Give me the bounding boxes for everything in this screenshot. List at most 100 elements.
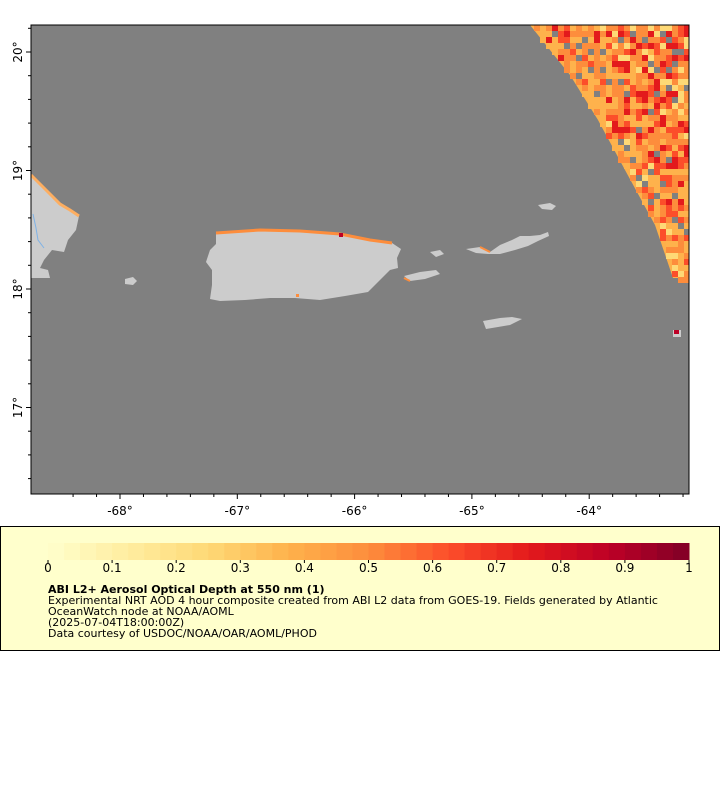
colorbar-cell [176, 543, 193, 560]
aod-pixel [618, 145, 624, 151]
aod-pixel [636, 187, 642, 193]
aod-pixel [642, 169, 648, 175]
aod-pixel [648, 199, 654, 205]
aod-pixel [630, 25, 636, 31]
aod-pixel [666, 127, 672, 133]
aod-pixel [678, 271, 684, 277]
aod-pixel [660, 121, 666, 127]
aod-pixel [654, 211, 660, 217]
colorbar-tick-label: 0.3 [231, 561, 250, 575]
aod-pixel [630, 79, 636, 85]
aod-pixel [570, 49, 576, 55]
aod-pixel [684, 91, 689, 97]
colorbar-cell [560, 543, 578, 560]
aod-pixel [678, 181, 684, 187]
aod-pixel [678, 217, 684, 223]
aod-pixel [684, 121, 689, 127]
aod-pixel [600, 109, 606, 115]
virgin-islands-aod-edge [479, 246, 491, 253]
aod-pixel [624, 97, 630, 103]
colorbar-cell [112, 543, 129, 560]
aod-pixel [672, 175, 678, 181]
aod-pixel [654, 91, 660, 97]
aod-pixel [684, 115, 689, 121]
aod-pixel-layer [534, 25, 689, 283]
aod-pixel [612, 139, 618, 145]
aod-pixel [654, 199, 660, 205]
aod-pixel [546, 25, 552, 31]
aod-pixel [618, 73, 624, 79]
aod-pixel [672, 79, 678, 85]
aod-pixel [684, 271, 689, 277]
aod-pixel [672, 163, 678, 169]
aod-pixel [630, 133, 636, 139]
aod-pixel [606, 79, 612, 85]
colorbar-cell [464, 543, 482, 560]
aod-pixel [642, 43, 648, 49]
colorbar-tick-label: 0 [44, 561, 52, 575]
aod-pixel [624, 55, 630, 61]
aod-pixel [606, 121, 612, 127]
aod-pixel [678, 145, 684, 151]
aod-pixel [606, 61, 612, 67]
aod-pixel [648, 133, 654, 139]
aod-pixel [630, 163, 636, 169]
anegada [538, 203, 556, 210]
aod-pixel [654, 67, 660, 73]
aod-pixel [642, 199, 648, 205]
colorbar-cell [640, 543, 658, 560]
aod-pixel [666, 133, 672, 139]
aod-pixel [582, 43, 588, 49]
aod-pixel [642, 181, 648, 187]
aod-pixel [564, 61, 570, 67]
aod-pixel [672, 235, 678, 241]
aod-pixel [660, 157, 666, 163]
aod-pixel [642, 127, 648, 133]
aod-pixel [606, 127, 612, 133]
aod-pixel [678, 49, 684, 55]
aod-pixel [678, 37, 684, 43]
aod-pixel [666, 193, 672, 199]
colorbar-cell [304, 543, 321, 560]
aod-pixel [642, 115, 648, 121]
aod-pixel [666, 49, 672, 55]
hispaniola-aod-edge [31, 173, 80, 218]
aod-pixel [624, 145, 630, 151]
aod-pixel [684, 133, 689, 139]
aod-pixel [660, 145, 666, 151]
aod-pixel [678, 265, 684, 271]
aod-pixel [612, 121, 618, 127]
aod-pixel [654, 37, 660, 43]
aod-pixel [630, 85, 636, 91]
aod-pixel [654, 145, 660, 151]
aod-pixel [636, 43, 642, 49]
aod-pixel [558, 31, 564, 37]
colorbar-tick-label: 1 [685, 561, 693, 575]
colorbar-cell [320, 543, 337, 560]
colorbar-cell [96, 543, 113, 560]
aod-pixel [570, 67, 576, 73]
aod-pixel [660, 211, 666, 217]
aod-pixel [576, 79, 582, 85]
colorbar-cell [400, 543, 418, 560]
aod-pixel [594, 91, 600, 97]
aod-pixel [672, 193, 678, 199]
aod-pixel [594, 109, 600, 115]
aod-pixel [684, 103, 689, 109]
hispaniola-coast [31, 175, 79, 278]
aod-pixel [612, 115, 618, 121]
colorbar-cell [656, 543, 674, 560]
aod-pixel [660, 193, 666, 199]
aod-pixel [600, 25, 606, 31]
aod-pixel [636, 181, 642, 187]
aod-pixel [660, 175, 666, 181]
aod-pixel [600, 121, 606, 127]
aod-pixel [654, 151, 660, 157]
aod-pixel [540, 37, 546, 43]
aod-pixel [648, 121, 654, 127]
aod-pixel [654, 127, 660, 133]
aod-pixel [624, 43, 630, 49]
aod-pixel [588, 103, 594, 109]
aod-pixel [642, 145, 648, 151]
aod-pixel [684, 235, 689, 241]
